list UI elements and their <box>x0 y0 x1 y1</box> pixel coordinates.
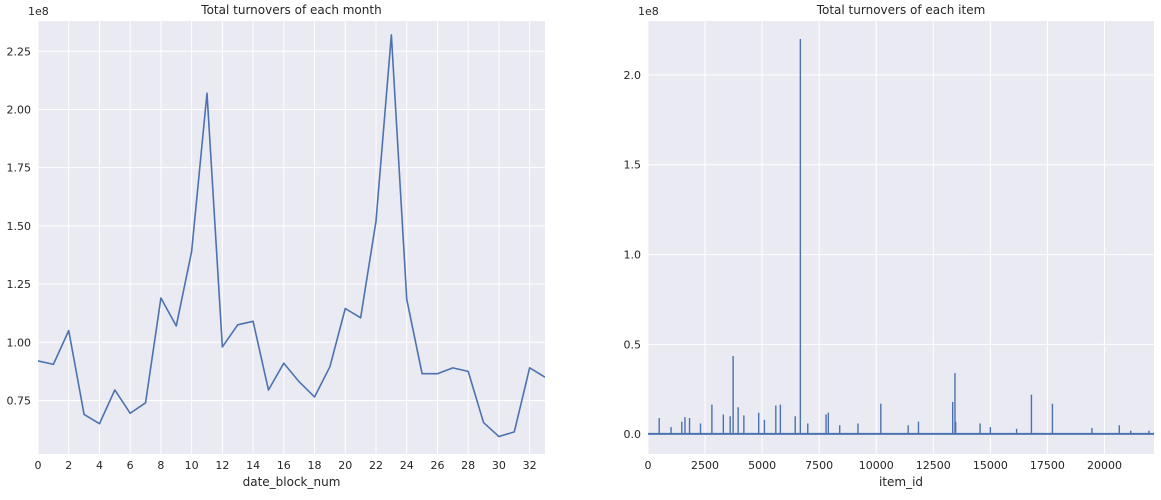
x-tick-label: 0 <box>645 459 652 472</box>
x-tick-label: 15000 <box>973 459 1008 472</box>
chart-panel-monthly: 0 2 4 6 8 10 12 14 16 18 20 22 24 26 28 30 320.751.001.2… <box>7 3 545 489</box>
series-line-monthly-turnover <box>38 34 545 438</box>
y-tick-label: 2.0 <box>624 69 642 82</box>
y-tick-label: 1.75 <box>7 162 32 175</box>
x-tick-label: 14 <box>246 459 260 472</box>
x-tick-label: 12 <box>215 459 229 472</box>
plot-background <box>648 21 1154 454</box>
x-tick-label: 22 <box>369 459 383 472</box>
x-tick-label: 32 <box>523 459 537 472</box>
x-tick-label: 26 <box>430 459 444 472</box>
plot-background <box>38 21 545 454</box>
x-tick-label: 2 <box>65 459 72 472</box>
y-tick-label: 1.25 <box>7 278 32 291</box>
x-axis-label: date_block_num <box>243 475 341 489</box>
y-tick-label: 0.0 <box>624 428 642 441</box>
x-axis-label: item_id <box>879 475 923 489</box>
y-offset-label: 1e8 <box>638 5 659 18</box>
x-tick-label: 28 <box>461 459 475 472</box>
x-tick-label: 20000 <box>1087 459 1122 472</box>
y-tick-label: 0.75 <box>7 394 32 407</box>
y-tick-label: 2.25 <box>7 45 32 58</box>
x-tick-label: 0 <box>35 459 42 472</box>
x-tick-label: 4 <box>96 459 103 472</box>
y-offset-label: 1e8 <box>28 5 49 18</box>
x-tick-label: 20 <box>338 459 352 472</box>
x-tick-label: 24 <box>400 459 414 472</box>
x-tick-label: 12500 <box>916 459 951 472</box>
x-tick-label: 6 <box>127 459 134 472</box>
chart-panel-items: 0 2500 5000 7500 10000 12500 15000 17500 20000 0.… <box>624 3 1154 489</box>
chart-title: Total turnovers of each item <box>816 3 986 17</box>
y-tick-label: 1.0 <box>624 249 642 262</box>
x-tick-label: 16 <box>277 459 291 472</box>
x-tick-label: 10000 <box>859 459 894 472</box>
x-tick-label: 8 <box>157 459 164 472</box>
x-tick-label: 7500 <box>805 459 833 472</box>
x-tick-label: 5000 <box>748 459 776 472</box>
y-tick-label: 1.00 <box>7 336 32 349</box>
x-tick-label: 30 <box>492 459 506 472</box>
x-tick-label: 10 <box>185 459 199 472</box>
y-tick-label: 1.50 <box>7 220 32 233</box>
y-tick-label: 2.00 <box>7 103 32 116</box>
x-tick-label: 18 <box>308 459 322 472</box>
y-tick-label: 0.5 <box>624 338 642 351</box>
y-tick-label: 1.5 <box>624 159 642 172</box>
x-tick-label: 17500 <box>1030 459 1065 472</box>
chart-title: Total turnovers of each month <box>200 3 381 17</box>
x-tick-label: 2500 <box>691 459 719 472</box>
